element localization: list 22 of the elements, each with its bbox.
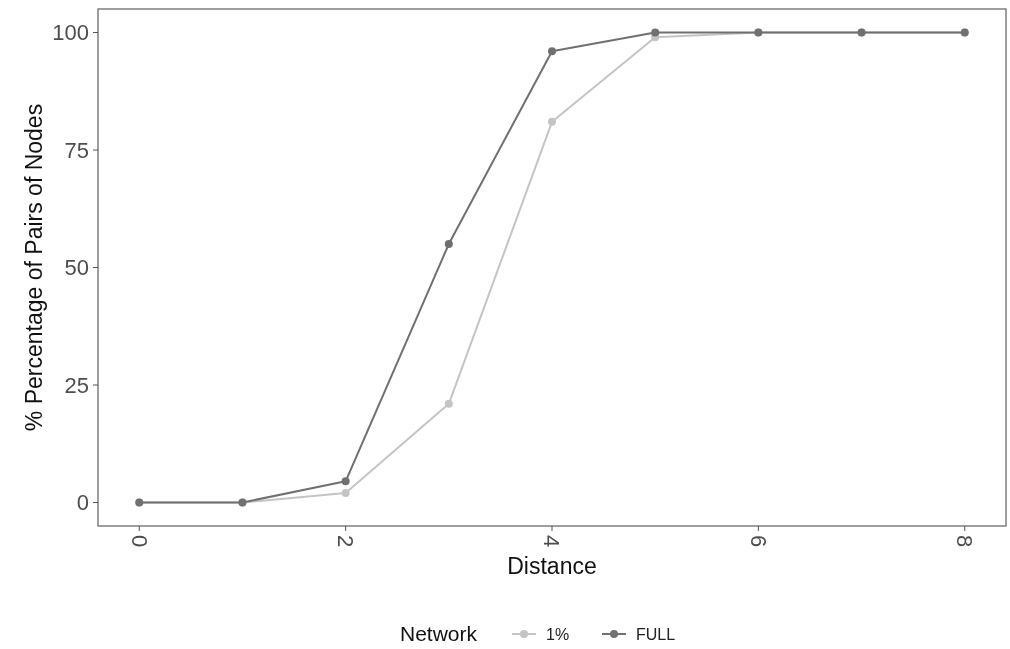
x-axis-title: Distance xyxy=(507,553,597,579)
y-tick-label: 100 xyxy=(52,20,89,46)
y-tick-label: 50 xyxy=(64,255,89,281)
y-tick-label: 25 xyxy=(64,372,89,398)
legend-label: FULL xyxy=(636,625,676,643)
legend-label: 1% xyxy=(546,625,570,643)
point xyxy=(651,28,660,37)
y-axis-title: % Percentage of Pairs of Nodes xyxy=(21,103,47,432)
x-tick-label: 4 xyxy=(539,535,565,548)
x-tick-label: 2 xyxy=(332,535,358,548)
y-tick-label: 75 xyxy=(64,137,89,163)
x-tick-label: 6 xyxy=(745,535,771,548)
x-tick-label: 8 xyxy=(952,535,978,548)
y-tick-label: 0 xyxy=(76,490,89,516)
point xyxy=(444,240,453,248)
point xyxy=(548,47,556,56)
point xyxy=(548,117,556,126)
point xyxy=(341,477,350,486)
point xyxy=(341,489,350,498)
x-tick-label: 0 xyxy=(126,535,152,548)
legend-title: Network xyxy=(400,622,478,646)
point xyxy=(444,399,453,408)
